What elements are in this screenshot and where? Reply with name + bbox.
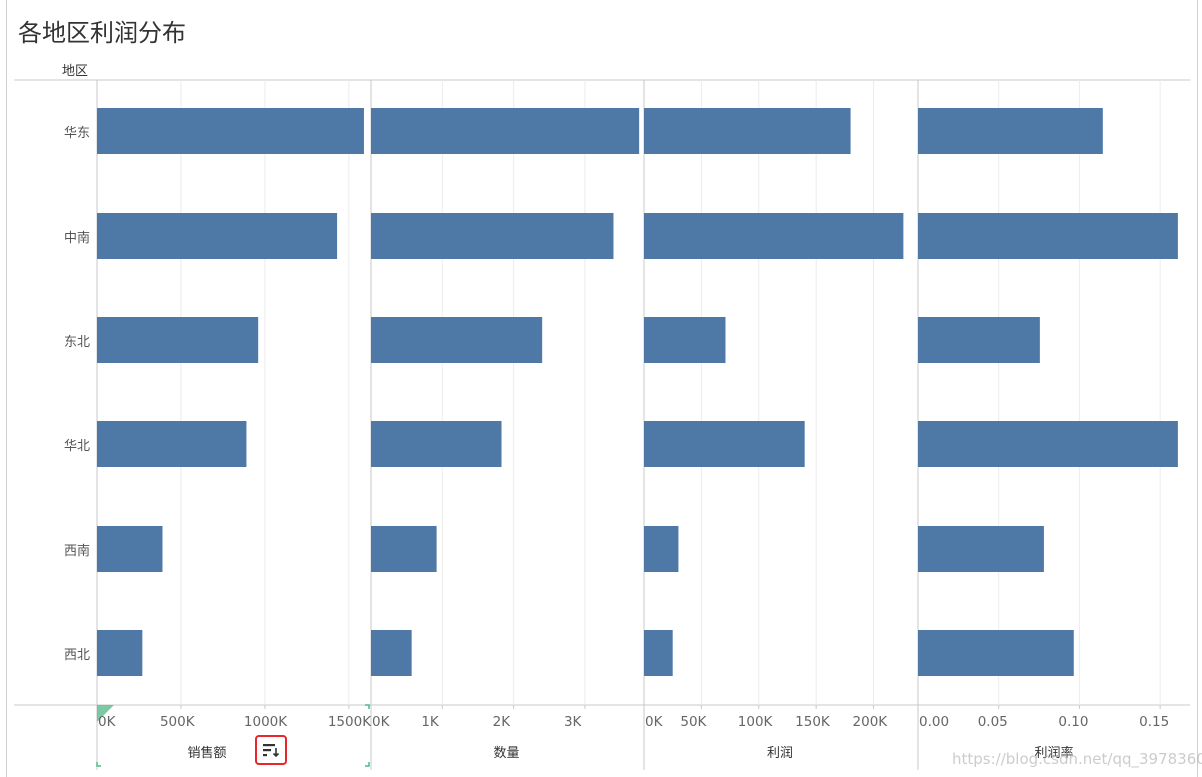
bar[interactable] <box>97 421 247 467</box>
x-tick-label: 1000K <box>243 714 288 730</box>
x-tick-label: 100K <box>737 714 773 730</box>
bar[interactable] <box>97 317 259 363</box>
bar[interactable] <box>644 108 851 154</box>
category-label[interactable]: 西北 <box>63 648 90 663</box>
bar[interactable] <box>918 317 1040 363</box>
bar[interactable] <box>918 421 1178 467</box>
bar[interactable] <box>97 526 163 572</box>
worksheet-frame <box>6 0 1198 777</box>
category-label[interactable]: 华东 <box>63 126 90 141</box>
category-label[interactable]: 中南 <box>63 231 90 246</box>
bar[interactable] <box>97 213 338 259</box>
bar[interactable] <box>644 317 726 363</box>
x-tick-label: 0.15 <box>1139 714 1170 730</box>
x-tick-label: 2K <box>492 714 511 730</box>
sort-descending-icon <box>263 744 279 757</box>
x-tick-label: 150K <box>795 714 830 730</box>
x-tick-label: 0.10 <box>1058 714 1089 730</box>
selection-corner-mark <box>96 762 101 767</box>
x-tick-label: 0K <box>372 714 390 730</box>
bar[interactable] <box>371 108 640 154</box>
category-label[interactable]: 东北 <box>63 335 90 350</box>
bar[interactable] <box>644 526 679 572</box>
axis-title[interactable]: 销售额 <box>187 746 227 761</box>
x-tick-label: 3K <box>563 714 582 730</box>
bar[interactable] <box>371 421 502 467</box>
category-label[interactable]: 西南 <box>63 544 90 559</box>
bar[interactable] <box>644 421 805 467</box>
sort-button[interactable] <box>255 735 287 765</box>
bar[interactable] <box>97 108 364 154</box>
x-tick-label: 1K <box>421 714 439 730</box>
x-tick-label: 0K <box>645 714 663 730</box>
bar[interactable] <box>918 213 1178 259</box>
x-tick-label: 500K <box>159 714 195 730</box>
bar[interactable] <box>918 526 1044 572</box>
axis-title[interactable]: 利润率 <box>1034 746 1074 761</box>
category-label[interactable]: 华北 <box>63 439 90 454</box>
watermark: https://blog.csdn.net/qq_39783601 <box>952 750 1202 768</box>
bar[interactable] <box>918 630 1074 676</box>
selection-corner-mark <box>365 762 370 767</box>
bar[interactable] <box>644 630 673 676</box>
axis-title[interactable]: 数量 <box>493 746 520 761</box>
bar[interactable] <box>644 213 904 259</box>
x-tick-label: 0.05 <box>977 714 1008 730</box>
axis-title[interactable]: 利润 <box>766 746 793 761</box>
x-tick-label: 1500K <box>327 714 372 730</box>
x-tick-label: 0K <box>98 714 116 730</box>
row-header-region[interactable]: 地区 <box>62 64 89 79</box>
bar[interactable] <box>97 630 143 676</box>
x-tick-label: 200K <box>852 714 888 730</box>
chart-title: 各地区利润分布 <box>18 19 186 47</box>
selection-corner-mark <box>365 704 370 709</box>
bar[interactable] <box>371 630 412 676</box>
x-tick-label: 0.00 <box>919 714 950 730</box>
x-tick-label: 50K <box>680 714 707 730</box>
bar[interactable] <box>371 526 437 572</box>
bar[interactable] <box>918 108 1103 154</box>
bar[interactable] <box>371 213 614 259</box>
selection-corner-mark <box>97 705 114 722</box>
bar[interactable] <box>371 317 543 363</box>
